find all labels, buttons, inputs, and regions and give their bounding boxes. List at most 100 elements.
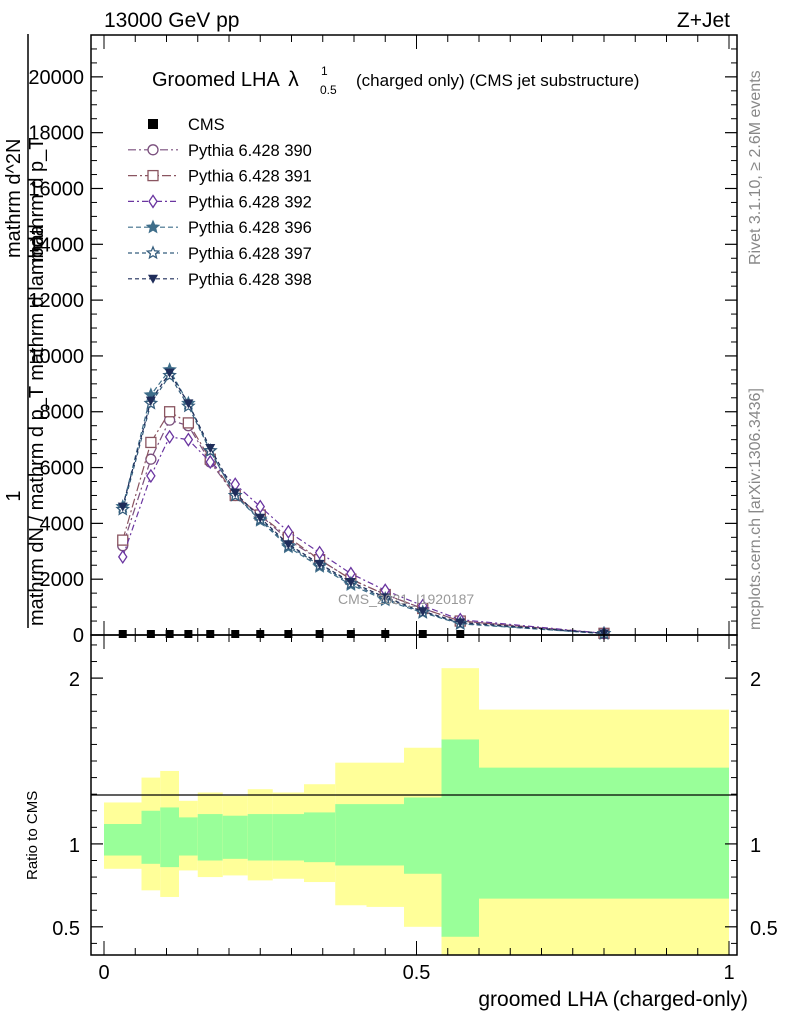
x-tick-label: 0: [98, 962, 109, 984]
ratio-green-band: [247, 814, 273, 861]
plot-title-superscript: 1: [321, 64, 328, 78]
cms-data-point: [206, 630, 215, 638]
series-point: [314, 559, 325, 569]
y-label-numerator-one: 1: [3, 490, 25, 501]
legend-label: Pythia 6.428 398: [188, 271, 312, 289]
main-y-axis: 0 2000 4000 6000 8000 10000 12000 14000 16000 180…: [28, 34, 737, 647]
series-point: [455, 618, 466, 628]
cms-data-point: [184, 630, 193, 638]
analysis-watermark: CMS_2021_I1920187: [338, 591, 474, 607]
header-energy-label: 13000 GeV pp: [104, 9, 239, 32]
legend-marker: [148, 119, 158, 129]
main-y-tick-label: 2000: [40, 569, 85, 591]
ratio-green-band: [479, 767, 729, 899]
series-line: [122, 371, 605, 634]
y-label-denominator: mathrm dN / mathrm d p_T mathrm d lambda: [26, 224, 48, 626]
legend-label: Pythia 6.428 390: [188, 142, 312, 160]
x-axis-label: groomed LHA (charged-only): [478, 988, 748, 1011]
ratio-green-band: [272, 814, 304, 861]
main-y-tick-label: 4000: [40, 513, 85, 535]
series-point: [417, 607, 428, 617]
series-point: [283, 524, 294, 539]
mcplots-reference-label: mcplots.cern.ch [arXiv:1306.3436]: [747, 388, 764, 630]
ratio-green-band: [304, 812, 336, 863]
ratio-uncertainty-bands: [104, 668, 729, 955]
ratio-y-axis: 0.5 0.5 1 1 2 2: [52, 644, 778, 944]
series-point: [146, 468, 156, 484]
ratio-green-band: [366, 804, 404, 866]
legend-entry: Pythia 6.428 390: [128, 142, 312, 160]
ratio-y-tick-label: 0.5: [52, 918, 80, 940]
cms-data-point: [284, 630, 293, 638]
series-point: [230, 488, 241, 498]
series-point: [183, 432, 194, 447]
series-point: [205, 444, 216, 454]
cms-data-point: [165, 630, 174, 638]
main-y-tick-label: 6000: [40, 458, 85, 480]
series-point: [380, 593, 391, 603]
series-3: [117, 429, 609, 641]
series-point: [145, 453, 157, 465]
main-y-tick-label: 10000: [28, 346, 84, 368]
series-point: [255, 513, 266, 523]
ratio-green-band: [404, 797, 442, 874]
cms-data-point: [346, 630, 355, 638]
main-y-tick-label: 8000: [40, 402, 85, 424]
main-y-tick-label: 18000: [28, 123, 84, 145]
cms-data-point: [146, 630, 155, 638]
legend-marker: [147, 169, 159, 182]
ratio-green-band: [160, 807, 179, 868]
legend-label: Pythia 6.428 392: [188, 193, 312, 211]
legend-label: Pythia 6.428 396: [188, 219, 312, 237]
ratio-green-band: [179, 817, 198, 856]
legend-entry: Pythia 6.428 391: [128, 168, 312, 186]
x-tick-label: 1: [723, 962, 734, 984]
series-point: [117, 549, 128, 565]
cms-data-point: [231, 630, 240, 638]
series-point: [183, 399, 194, 409]
plot-title-text: Groomed LHA: [152, 69, 280, 91]
series-6: [117, 368, 609, 639]
ratio-y-tick-label-right: 1: [750, 835, 761, 857]
legend-label: CMS: [188, 116, 225, 134]
ratio-green-band: [141, 810, 161, 864]
legend: CMS Pythia 6.428 390 Pythia 6.428 391 Pythi…: [128, 116, 312, 289]
legend-marker: [148, 274, 158, 284]
series-point: [283, 540, 294, 550]
main-y-tick-label: 14000: [28, 234, 84, 256]
ratio-y-tick-label-right: 2: [750, 669, 761, 691]
ratio-green-band: [104, 824, 142, 856]
rivet-version-label: Rivet 3.1.10, ≥ 2.6M events: [747, 70, 764, 265]
series-point: [182, 417, 195, 429]
cms-data-point: [418, 630, 427, 638]
series-point: [145, 396, 156, 406]
x-axis: 0 0.5 1: [98, 635, 735, 984]
series-point: [345, 577, 356, 587]
cms-data-point: [456, 630, 465, 638]
main-y-tick-label: 20000: [28, 67, 84, 89]
plot-title-suffix: (charged only) (CMS jet substructure): [356, 71, 639, 90]
legend-label: Pythia 6.428 397: [188, 245, 312, 263]
header-process-label: Z+Jet: [677, 9, 730, 32]
plot-title-symbol: λ: [288, 68, 299, 91]
series-point: [205, 454, 216, 470]
series-point: [117, 534, 129, 546]
legend-marker: [145, 219, 161, 234]
legend-entry: Pythia 6.428 396: [128, 219, 312, 237]
legend-label: Pythia 6.428 391: [188, 168, 312, 186]
ratio-green-band: [335, 804, 367, 866]
main-y-tick-label: 0: [73, 625, 84, 647]
series-point: [145, 436, 157, 449]
main-y-tick-label: 16000: [28, 178, 84, 200]
main-y-axis-label: 1 mathrm dN / mathrm d p_T mathrm d lamb…: [3, 34, 48, 628]
series-point: [164, 429, 175, 445]
plot-title: Groomed LHA λ: [152, 68, 299, 91]
ratio-plot-frame: [90, 634, 738, 956]
x-tick-label: 0.5: [403, 962, 431, 984]
cms-data-point: [315, 630, 324, 638]
y-label-dpt: mathrm d p_T: [26, 138, 48, 262]
ratio-y-tick-label: 1: [69, 835, 80, 857]
ratio-y-axis-label: Ratio to CMS: [24, 791, 41, 880]
series-point: [163, 406, 176, 418]
